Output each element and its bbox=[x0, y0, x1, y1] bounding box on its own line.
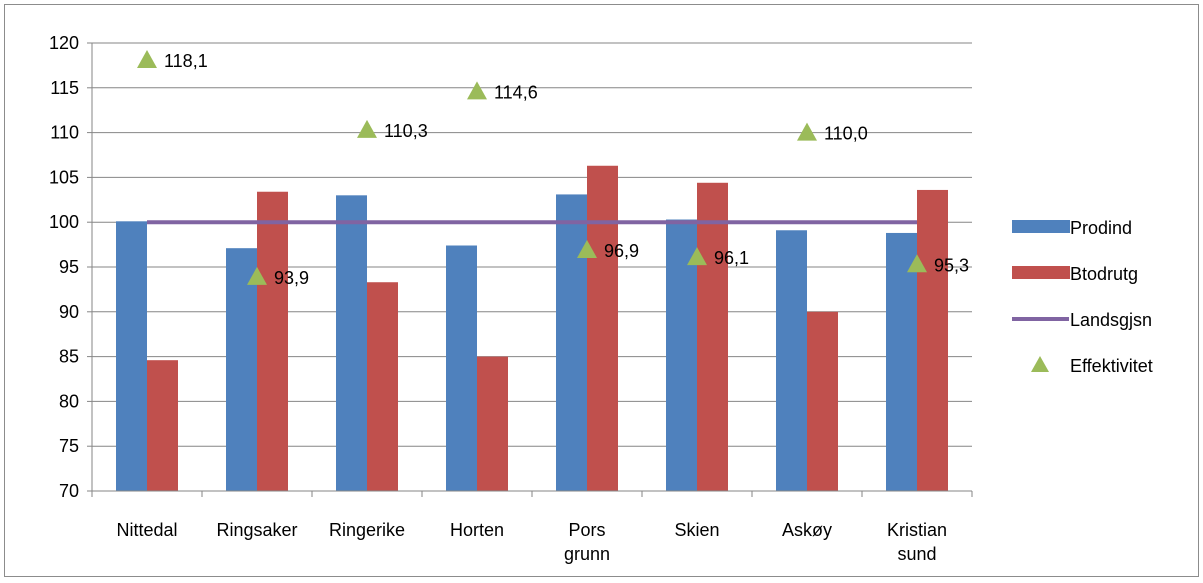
data-label: 114,6 bbox=[494, 82, 538, 102]
y-tick-label: 70 bbox=[59, 481, 79, 501]
bar-btodrutg bbox=[807, 311, 838, 491]
bar-btodrutg bbox=[147, 360, 178, 491]
bar-btodrutg bbox=[697, 182, 728, 491]
y-tick-label: 90 bbox=[59, 302, 79, 322]
bar-btodrutg bbox=[477, 356, 508, 491]
marker-effektivitet bbox=[247, 266, 267, 285]
y-tick-label: 95 bbox=[59, 257, 79, 277]
marker-series: 118,1 93,9 110,3 114,6 96,9 96,1 110,0 95,3 bbox=[137, 50, 969, 288]
data-label: 96,9 bbox=[604, 241, 639, 261]
y-tick-label: 85 bbox=[59, 347, 79, 367]
legend-label: Prodind bbox=[1070, 218, 1132, 238]
marker-effektivitet bbox=[907, 254, 927, 273]
y-tick-label: 80 bbox=[59, 391, 79, 411]
legend-swatch-effektivitet bbox=[1031, 356, 1049, 372]
x-tick-label: Nittedal bbox=[116, 520, 177, 540]
data-label: 118,1 bbox=[164, 51, 208, 71]
data-label: 93,9 bbox=[274, 268, 309, 288]
bar-prodind bbox=[336, 195, 367, 491]
marker-effektivitet bbox=[467, 81, 487, 100]
x-tick-label: Ringsaker bbox=[216, 520, 297, 540]
legend-swatch-prodind bbox=[1012, 220, 1070, 233]
bar-prodind bbox=[556, 194, 587, 491]
marker-effektivitet bbox=[577, 239, 597, 258]
bar-series bbox=[116, 165, 948, 491]
data-label: 96,1 bbox=[714, 248, 749, 268]
gridlines bbox=[92, 42, 972, 447]
bar-btodrutg bbox=[257, 191, 288, 491]
y-tick-label: 100 bbox=[49, 212, 79, 232]
y-tick-label: 120 bbox=[49, 33, 79, 53]
marker-effektivitet bbox=[137, 50, 157, 69]
bar-prodind bbox=[446, 245, 477, 491]
x-tick-label: grunn bbox=[564, 544, 610, 564]
bar-prodind bbox=[226, 248, 257, 491]
x-tick-label: Pors bbox=[568, 520, 605, 540]
legend-label: Btodrutg bbox=[1070, 264, 1138, 284]
marker-effektivitet bbox=[357, 119, 377, 138]
data-label: 95,3 bbox=[934, 255, 969, 275]
legend-swatch-btodrutg bbox=[1012, 266, 1070, 279]
x-tick-label: Horten bbox=[450, 520, 504, 540]
x-tick-label: Skien bbox=[674, 520, 719, 540]
x-tick-label: Ringerike bbox=[329, 520, 405, 540]
x-tick-label: Askøy bbox=[782, 520, 832, 540]
bar-btodrutg bbox=[367, 282, 398, 491]
data-label: 110,3 bbox=[384, 121, 428, 141]
y-tick-label: 115 bbox=[50, 78, 79, 98]
y-tick-label: 75 bbox=[59, 436, 79, 456]
marker-effektivitet bbox=[687, 247, 707, 266]
y-tick-label: 105 bbox=[49, 167, 79, 187]
axes: 70 75 80 85 90 95 100 105 110 115 120 Nittedal Rings… bbox=[49, 33, 973, 564]
y-tick-label: 110 bbox=[50, 123, 79, 143]
bar-prodind bbox=[886, 232, 917, 491]
marker-effektivitet bbox=[797, 122, 817, 141]
legend-label: Landsgjsn bbox=[1070, 310, 1152, 330]
bar-prodind bbox=[116, 221, 147, 491]
x-tick-label: sund bbox=[897, 544, 936, 564]
bar-btodrutg bbox=[917, 189, 948, 491]
x-tick-label: Kristian bbox=[887, 520, 947, 540]
legend: Prodind Btodrutg Landsgjsn Effektivitet bbox=[1012, 218, 1153, 376]
chart-frame: 118,1 93,9 110,3 114,6 96,9 96,1 110,0 95,3 70 7… bbox=[4, 4, 1199, 577]
bar-btodrutg bbox=[587, 165, 618, 491]
data-label: 110,0 bbox=[824, 124, 868, 144]
legend-label: Effektivitet bbox=[1070, 356, 1153, 376]
bar-prodind bbox=[776, 230, 807, 491]
